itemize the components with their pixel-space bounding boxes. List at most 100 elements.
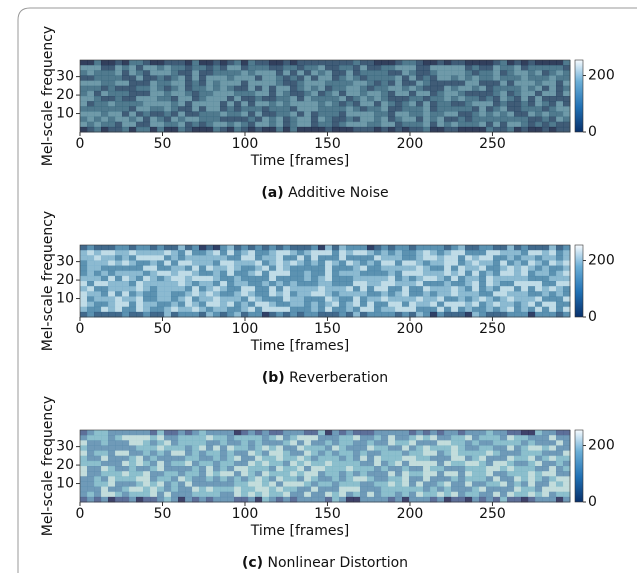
spectrogram-cell — [143, 492, 151, 498]
spectrogram-cell — [164, 466, 172, 472]
spectrogram-cell — [339, 302, 347, 308]
spectrogram-cell — [269, 281, 277, 287]
spectrogram-cell — [353, 81, 361, 87]
spectrogram-cell — [556, 296, 564, 302]
spectrogram-cell — [206, 430, 214, 436]
spectrogram-cell — [297, 445, 305, 451]
spectrogram-cell — [157, 456, 165, 462]
spectrogram-cell — [136, 122, 144, 128]
spectrogram-cell — [178, 461, 186, 467]
spectrogram-cell — [220, 245, 228, 251]
spectrogram-cell — [304, 122, 312, 128]
spectrogram-cell — [150, 286, 158, 292]
spectrogram-cell — [381, 281, 389, 287]
spectrogram-cell — [164, 430, 172, 436]
spectrogram-cell — [507, 260, 515, 266]
spectrogram-cell — [115, 435, 123, 441]
spectrogram-cell — [332, 497, 340, 503]
spectrogram-cell — [563, 86, 571, 92]
spectrogram-cell — [136, 291, 144, 297]
spectrogram-cell — [220, 476, 228, 482]
spectrogram-cell — [339, 312, 347, 318]
spectrogram-cell — [199, 65, 207, 71]
spectrogram-cell — [248, 487, 256, 493]
spectrogram-cell — [241, 435, 249, 441]
spectrogram-cell — [479, 456, 487, 462]
spectrogram-cell — [227, 296, 235, 302]
spectrogram-cell — [535, 461, 543, 467]
spectrogram-cell — [241, 70, 249, 76]
spectrogram-cell — [395, 471, 403, 477]
spectrogram-cell — [178, 497, 186, 503]
spectrogram-cell — [108, 430, 116, 436]
spectrogram-cell — [451, 461, 459, 467]
spectrogram-cell — [87, 440, 95, 446]
spectrogram-cell — [346, 111, 354, 117]
spectrogram-cell — [332, 435, 340, 441]
spectrogram-cell — [563, 451, 571, 457]
spectrogram-cell — [556, 101, 564, 107]
spectrogram-cell — [178, 440, 186, 446]
spectrogram-cell — [528, 65, 536, 71]
spectrogram-cell — [122, 111, 130, 117]
spectrogram-cell — [339, 476, 347, 482]
spectrogram-cell — [409, 307, 417, 313]
spectrogram-cell — [528, 497, 536, 503]
spectrogram-cell — [514, 127, 522, 133]
spectrogram-cell — [521, 91, 529, 97]
spectrogram-cell — [381, 456, 389, 462]
spectrogram-cell — [206, 291, 214, 297]
spectrogram-cell — [360, 75, 368, 81]
spectrogram-cell — [353, 296, 361, 302]
spectrogram-cell — [283, 471, 291, 477]
spectrogram-cell — [500, 255, 508, 261]
spectrogram-cell — [220, 60, 228, 66]
spectrogram-cell — [388, 492, 396, 498]
spectrogram-cell — [556, 456, 564, 462]
spectrogram-cell — [108, 461, 116, 467]
spectrogram-cell — [150, 440, 158, 446]
spectrogram-cell — [220, 266, 228, 272]
spectrogram-cell — [402, 497, 410, 503]
spectrogram-cell — [185, 471, 193, 477]
caption-text: Additive Noise — [288, 185, 389, 201]
spectrogram-cell — [479, 430, 487, 436]
spectrogram-cell — [185, 481, 193, 487]
spectrogram-cell — [556, 492, 564, 498]
spectrogram-cell — [458, 296, 466, 302]
spectrogram-cell — [353, 451, 361, 457]
spectrogram-cell — [283, 281, 291, 287]
spectrogram-cell — [507, 307, 515, 313]
spectrogram-cell — [430, 266, 438, 272]
spectrogram-cell — [395, 70, 403, 76]
spectrogram-cell — [129, 492, 137, 498]
spectrogram-cell — [507, 276, 515, 282]
spectrogram-cell — [423, 461, 431, 467]
spectrogram-cell — [423, 466, 431, 472]
spectrogram-cell — [549, 81, 557, 87]
spectrogram-cell — [353, 307, 361, 313]
spectrogram-cell — [465, 307, 473, 313]
spectrogram-cell — [171, 106, 179, 112]
spectrogram-cell — [458, 435, 466, 441]
spectrogram-cell — [458, 271, 466, 277]
spectrogram-cell — [416, 91, 424, 97]
spectrogram-cell — [318, 117, 326, 123]
spectrogram-cell — [423, 111, 431, 117]
spectrogram-cell — [178, 250, 186, 256]
spectrogram-cell — [395, 481, 403, 487]
spectrogram-cell — [143, 466, 151, 472]
spectrogram-cell — [563, 445, 571, 451]
spectrogram-cell — [297, 60, 305, 66]
spectrogram-cell — [283, 312, 291, 318]
spectrogram-cell — [549, 70, 557, 76]
spectrogram-cell — [150, 276, 158, 282]
spectrogram-cell — [276, 117, 284, 123]
spectrogram-cell — [185, 492, 193, 498]
spectrogram-cell — [542, 111, 550, 117]
spectrogram-cell — [283, 291, 291, 297]
spectrogram-cell — [80, 255, 88, 261]
spectrogram-cell — [444, 445, 452, 451]
spectrogram-cell — [458, 111, 466, 117]
spectrogram-cell — [150, 122, 158, 128]
